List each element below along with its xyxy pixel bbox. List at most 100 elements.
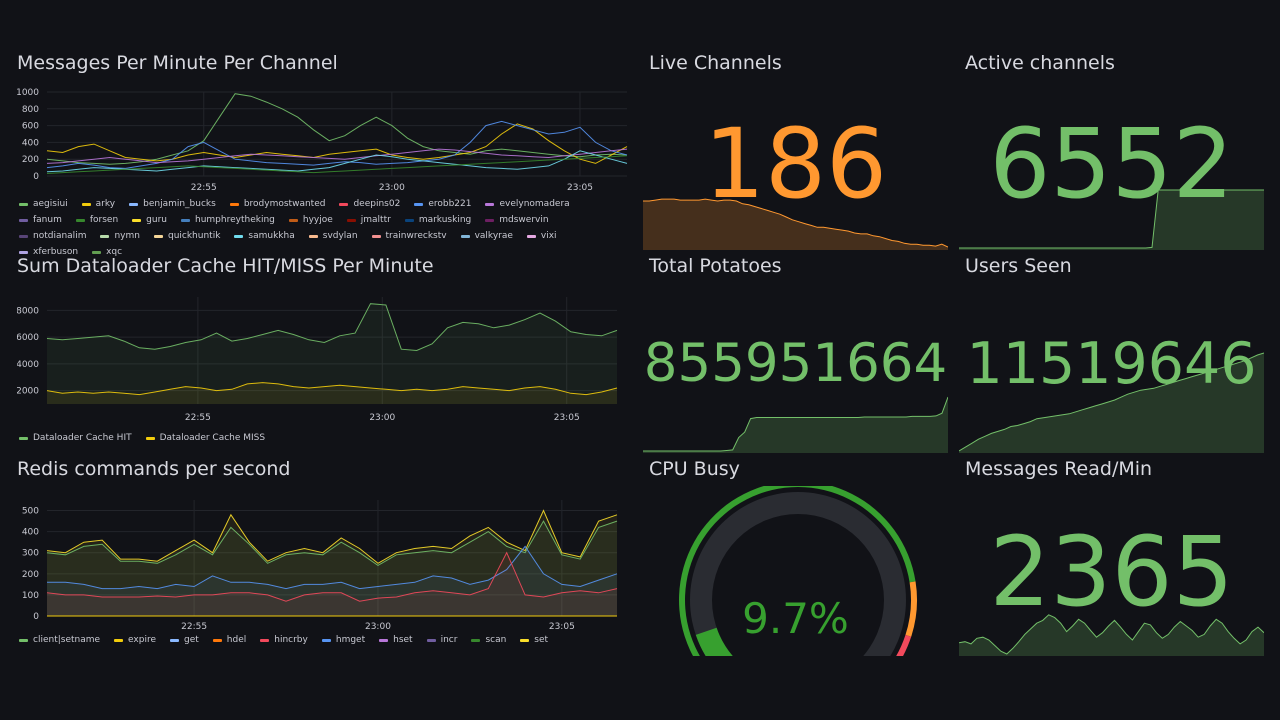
cache-chart[interactable]: 2000 4000 6000 8000 22:55 23:00 23:05: [17, 289, 629, 429]
legend-item[interactable]: arky: [81, 196, 115, 212]
legend-item[interactable]: benjamin_bucks: [129, 196, 216, 212]
panel-active-channels: Active channels 6552: [959, 52, 1264, 250]
legend-swatch: [526, 234, 536, 238]
legend-item[interactable]: guru: [132, 212, 167, 228]
series-area: [47, 521, 617, 616]
legend-item[interactable]: client|setname: [19, 632, 100, 648]
panel-title[interactable]: Redis commands per second: [17, 458, 291, 480]
series-area: [47, 510, 617, 616]
panel-title[interactable]: CPU Busy: [649, 458, 740, 480]
legend-item[interactable]: scan: [471, 632, 506, 648]
legend-item[interactable]: xferbuson: [19, 244, 78, 260]
y-tick-label: 0: [33, 612, 39, 622]
sparkline: [959, 189, 1264, 250]
legend-item[interactable]: set: [520, 632, 548, 648]
legend-label: erobb221: [428, 199, 472, 209]
legend-item[interactable]: nymn: [100, 228, 140, 244]
y-tick-label: 100: [22, 591, 39, 601]
legend-item[interactable]: hmget: [321, 632, 365, 648]
legend-item[interactable]: svdylan: [308, 228, 358, 244]
y-tick-label: 4000: [17, 360, 39, 370]
panel-cpu-busy: CPU Busy 9.7%: [643, 458, 948, 656]
gauge-value: 9.7%: [742, 594, 849, 643]
legend-label: evelynomadera: [499, 199, 570, 209]
legend-item[interactable]: mdswervin: [485, 212, 549, 228]
legend-item[interactable]: get: [170, 632, 199, 648]
legend-item[interactable]: Dataloader Cache MISS: [145, 430, 265, 446]
legend-label: valkyrae: [474, 231, 513, 241]
panel-live-channels: Live Channels 186: [643, 52, 948, 250]
legend-item[interactable]: brodymostwanted: [229, 196, 325, 212]
legend-item[interactable]: hset: [379, 632, 413, 648]
legend-item[interactable]: humphreytheking: [181, 212, 275, 228]
legend-swatch: [132, 218, 142, 222]
legend-swatch: [153, 234, 163, 238]
legend-label: notdianalim: [33, 231, 87, 241]
stat-value: 186: [703, 108, 888, 220]
legend-item[interactable]: quickhuntik: [153, 228, 220, 244]
legend-item[interactable]: hincrby: [260, 632, 308, 648]
series-line: [46, 123, 628, 164]
legend-item[interactable]: hyyjoe: [288, 212, 333, 228]
panel-title[interactable]: Live Channels: [649, 52, 782, 74]
sparkline-line: [643, 396, 948, 452]
x-tick-label: 22:55: [185, 413, 211, 423]
panel-title[interactable]: Messages Read/Min: [965, 458, 1153, 480]
legend-item[interactable]: forsen: [75, 212, 119, 228]
legend-item[interactable]: samukkha: [234, 228, 295, 244]
y-tick-label: 300: [22, 549, 39, 559]
panel-title[interactable]: Messages Per Minute Per Channel: [17, 52, 338, 74]
legend-swatch: [19, 202, 28, 206]
legend-label: deepins02: [353, 199, 401, 209]
legend-label: hincrby: [274, 635, 308, 645]
legend-swatch: [288, 218, 298, 222]
legend-item[interactable]: erobb221: [414, 196, 471, 212]
x-tick-label: 23:00: [379, 183, 405, 193]
legend-item[interactable]: notdianalim: [19, 228, 86, 244]
legend-swatch: [485, 202, 495, 206]
series-line: [46, 520, 618, 566]
y-tick-label: 8000: [17, 306, 39, 316]
legend-swatch: [19, 436, 28, 440]
panel-title[interactable]: Users Seen: [965, 255, 1072, 277]
legend-label: Dataloader Cache HIT: [33, 433, 132, 443]
legend-swatch: [460, 234, 470, 238]
legend-item[interactable]: deepins02: [339, 196, 400, 212]
legend-label: svdylan: [322, 231, 358, 241]
legend-label: hdel: [226, 635, 247, 645]
stat-value: 855951664: [643, 333, 948, 394]
legend-swatch: [75, 218, 85, 222]
messages-chart[interactable]: 0 200 400 600 800 1000 22:55 23:00 23:05: [17, 84, 629, 194]
x-tick-label: 22:55: [191, 183, 217, 193]
panel-title[interactable]: Total Potatoes: [649, 255, 782, 277]
legend-item[interactable]: Dataloader Cache HIT: [19, 430, 132, 446]
sparkline-line: [959, 614, 1264, 655]
redis-chart[interactable]: 0 100 200 300 400 500 22:55 23:00 23:05: [17, 492, 629, 632]
legend-swatch: [229, 202, 239, 206]
series-area: [47, 546, 617, 616]
x-tick-label: 23:05: [567, 183, 593, 193]
legend-label: xferbuson: [33, 247, 79, 257]
sparkline-line: [959, 189, 1264, 249]
panel-title[interactable]: Sum Dataloader Cache HIT/MISS Per Minute: [17, 255, 434, 277]
legend-item[interactable]: markusking: [404, 212, 471, 228]
stat-value: 6552: [989, 108, 1234, 220]
y-tick-label: 0: [33, 172, 39, 182]
y-tick-label: 2000: [17, 387, 39, 397]
series-area: [47, 303, 617, 404]
legend-item[interactable]: aegisiui: [19, 196, 68, 212]
legend-item[interactable]: incr: [426, 632, 457, 648]
legend-item[interactable]: hdel: [212, 632, 247, 648]
legend-item[interactable]: vixi: [526, 228, 557, 244]
series-line: [46, 551, 618, 602]
legend-item[interactable]: fanum: [19, 212, 62, 228]
panel-title[interactable]: Active channels: [965, 52, 1115, 74]
legend-item[interactable]: valkyrae: [460, 228, 513, 244]
legend-item[interactable]: evelynomadera: [485, 196, 570, 212]
legend-item[interactable]: trainwreckstv: [371, 228, 447, 244]
legend-item[interactable]: jmalttr: [346, 212, 391, 228]
legend-label: forsen: [89, 215, 119, 225]
legend-item[interactable]: expire: [114, 632, 156, 648]
legend-swatch: [520, 638, 530, 642]
legend-item[interactable]: xqc: [92, 244, 122, 260]
